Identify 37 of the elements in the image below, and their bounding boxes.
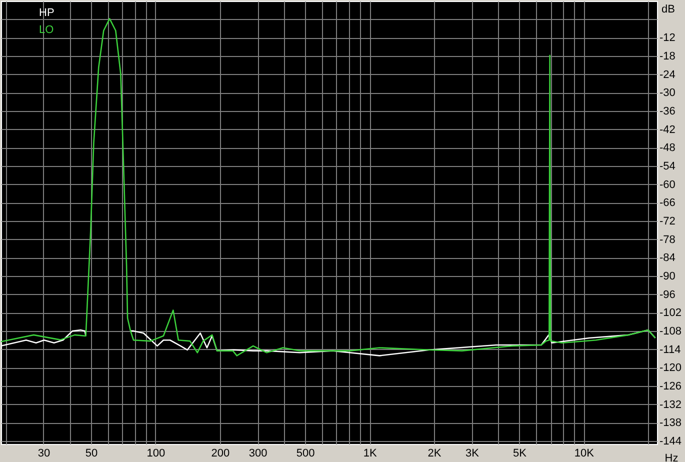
y-tick-label: -120	[660, 362, 682, 374]
y-tick-label: -78	[660, 234, 676, 246]
y-tick-label: -18	[660, 50, 676, 62]
y-tick-label: -60	[660, 178, 676, 191]
y-tick-label: -72	[660, 215, 676, 228]
y-tick-label: -30	[660, 87, 676, 100]
x-tick-label: 5K	[512, 448, 528, 460]
y-tick-label: -36	[660, 105, 676, 118]
x-axis-title: Hz	[664, 452, 678, 462]
x-tick-label: 50	[85, 448, 98, 460]
x-tick-label: 2K	[428, 448, 442, 460]
y-tick-label: -138	[660, 417, 682, 430]
y-tick-label: -66	[660, 197, 676, 210]
y-tick-label: -54	[660, 160, 676, 172]
y-tick-label: -114	[660, 344, 681, 356]
y-tick-label: -132	[660, 398, 682, 411]
y-tick-label: -90	[660, 270, 676, 282]
x-tick-label: 10K	[574, 448, 595, 460]
y-tick-label: -126	[660, 380, 682, 392]
x-tick-label: 3K	[465, 448, 480, 460]
y-tick-label: -84	[660, 252, 676, 264]
y-axis-title: dB	[662, 4, 675, 16]
y-tick-label: -24	[660, 68, 676, 81]
y-tick-label: -48	[660, 142, 676, 154]
x-tick-label: 300	[248, 448, 268, 460]
y-tick-label: -108	[660, 325, 682, 338]
x-tick-label: 30	[38, 448, 50, 460]
y-tick-label: -42	[660, 124, 676, 136]
x-tick-label: 1K	[363, 448, 378, 460]
x-tick-label: 200	[211, 448, 230, 460]
y-tick-label: -144	[660, 435, 682, 448]
y-tick-label: -102	[660, 307, 682, 320]
x-tick-label: 100	[146, 448, 166, 460]
x-tick-label: 500	[296, 448, 315, 460]
text: HP	[39, 7, 54, 19]
y-tick-label: -96	[660, 288, 676, 301]
y-tick-label: -12	[660, 32, 676, 44]
